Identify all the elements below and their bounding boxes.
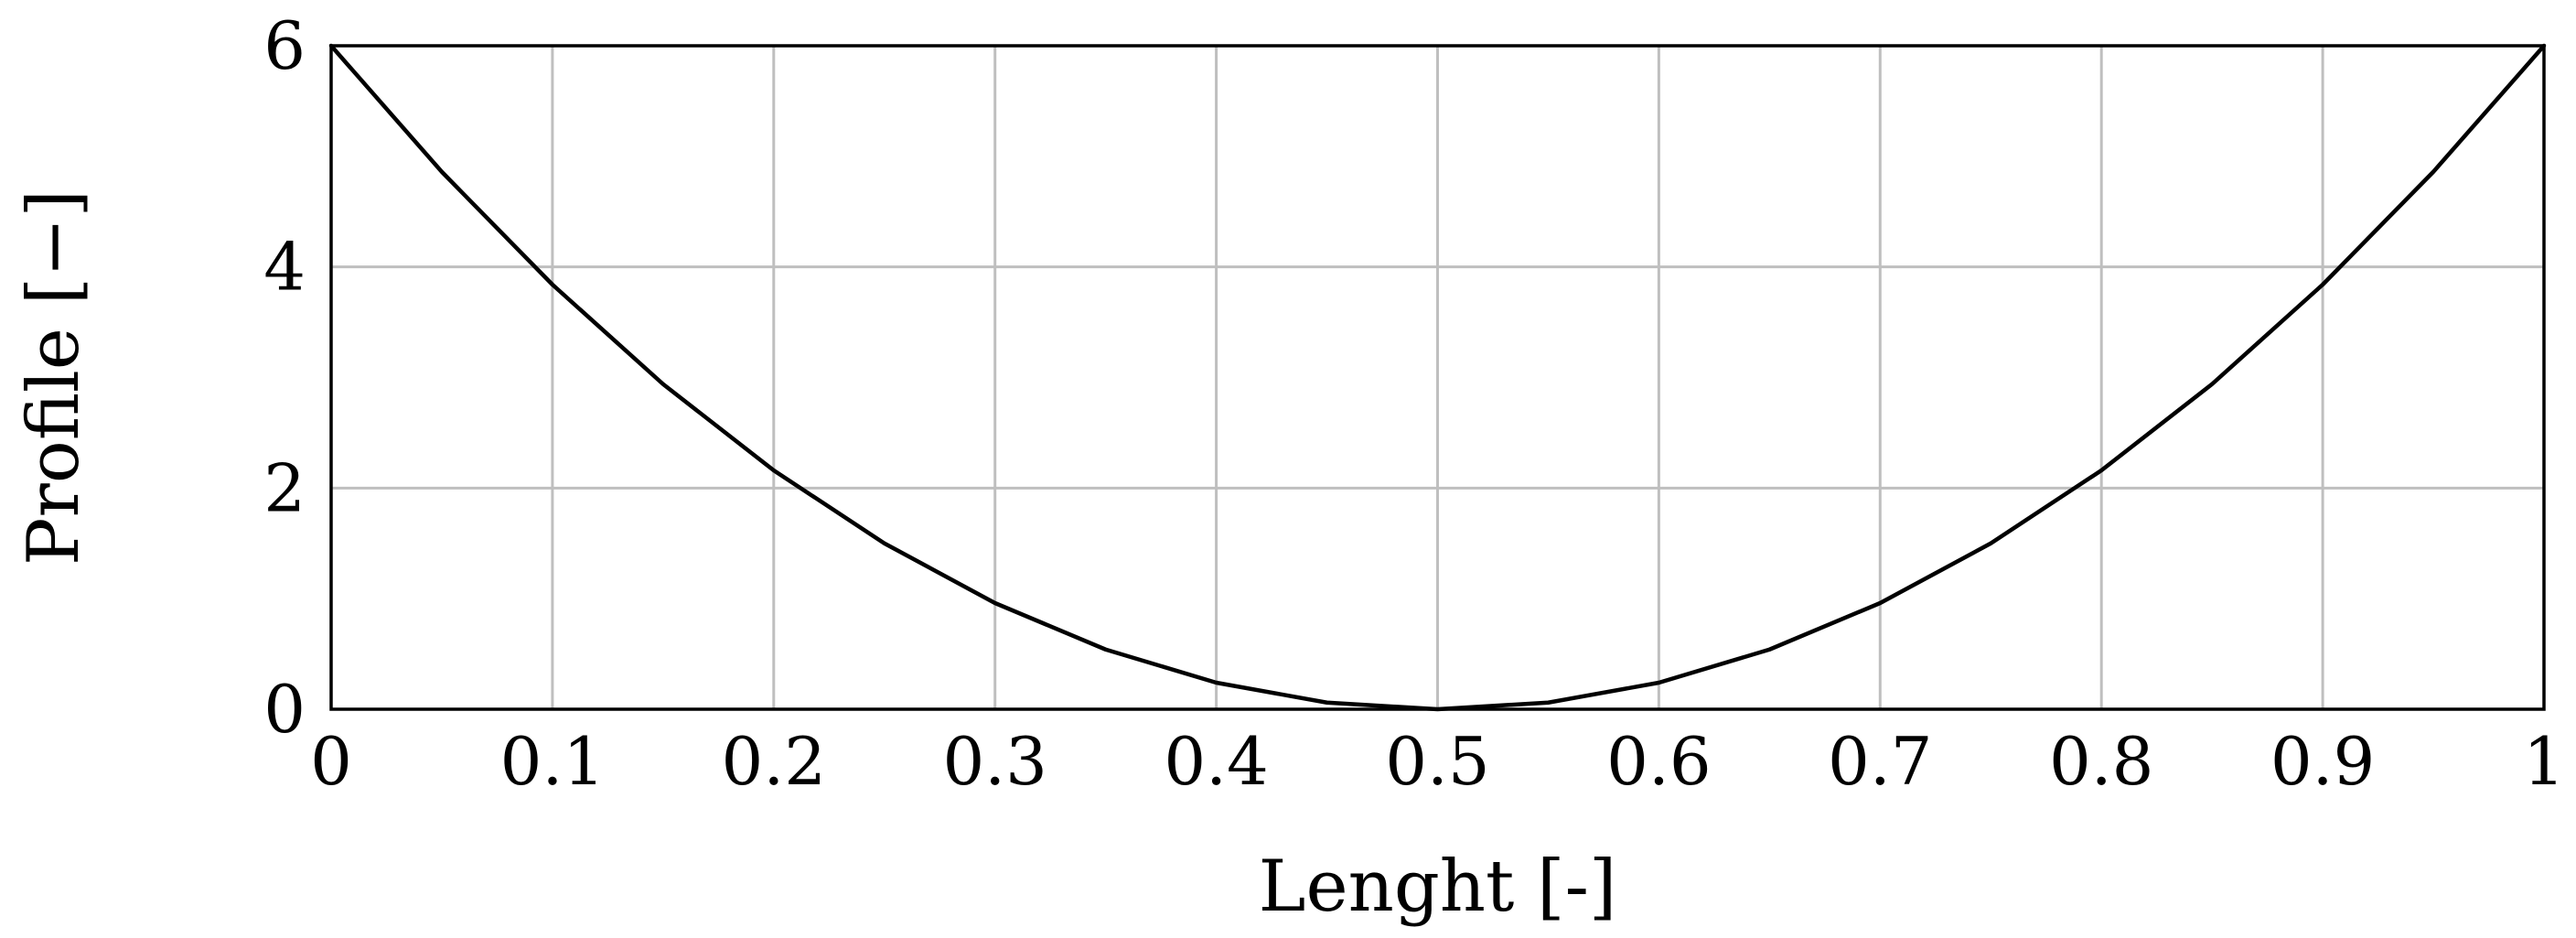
- x-tick-label: 0.1: [500, 723, 606, 800]
- y-tick-labels: 0 2 4 6: [263, 7, 306, 748]
- grid: [329, 44, 2546, 711]
- x-tick-labels: 0 0.1 0.2 0.3 0.4 0.5 0.6 0.7 0.8 0.9 1: [310, 723, 2565, 800]
- x-tick-label: 0.7: [1828, 723, 1933, 800]
- y-tick-label: 0: [263, 671, 306, 748]
- x-tick-label: 0.6: [1606, 723, 1712, 800]
- x-tick-label: 0.4: [1164, 723, 1269, 800]
- plot-frame: [329, 44, 2546, 711]
- x-tick-label: 0.3: [942, 723, 1047, 800]
- x-tick-label: 0.9: [2270, 723, 2376, 800]
- y-tick-label: 4: [263, 229, 306, 306]
- x-tick-label: 0.8: [2049, 723, 2154, 800]
- y-tick-label: 2: [263, 449, 306, 526]
- x-tick-label: 0.2: [722, 723, 827, 800]
- x-tick-label: 0.5: [1385, 723, 1490, 800]
- y-axis-title: Profile [−]: [13, 189, 95, 566]
- x-axis-title: Lenght [-]: [1259, 846, 1617, 928]
- x-tick-label: 1: [2523, 723, 2565, 800]
- y-tick-label: 6: [263, 7, 306, 84]
- x-tick-label: 0: [310, 723, 352, 800]
